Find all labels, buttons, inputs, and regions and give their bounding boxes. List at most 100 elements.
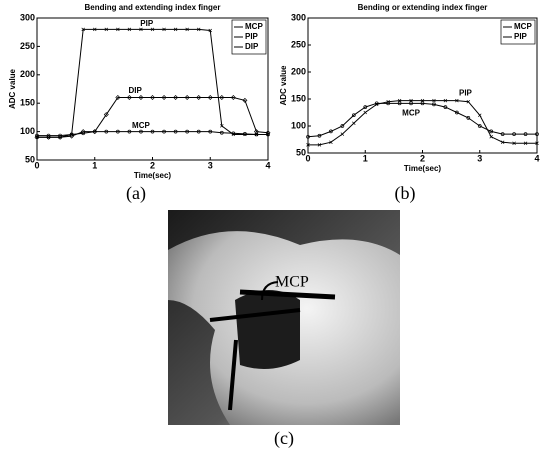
point xyxy=(92,129,98,135)
point xyxy=(196,27,201,32)
x-tick-label: 3 xyxy=(477,153,482,163)
annotation: MCP xyxy=(402,109,420,118)
point xyxy=(242,97,248,103)
sensor xyxy=(209,308,301,322)
y-tick-label: 250 xyxy=(291,39,306,49)
y-tick-label: 200 xyxy=(20,69,35,79)
point xyxy=(116,27,120,32)
y-tick-label: 150 xyxy=(20,98,35,108)
point xyxy=(363,105,368,109)
legend-label: PIP xyxy=(245,32,259,41)
point xyxy=(150,95,155,101)
point xyxy=(173,95,179,101)
x-tick-label: 2 xyxy=(150,160,155,170)
point xyxy=(243,132,247,136)
point xyxy=(409,98,413,103)
point xyxy=(207,95,213,101)
point xyxy=(231,132,236,137)
point xyxy=(34,134,40,140)
series-line xyxy=(307,102,537,138)
point xyxy=(500,140,505,144)
point xyxy=(455,98,459,103)
point xyxy=(420,101,425,106)
point xyxy=(139,27,143,32)
y-tick-label: 200 xyxy=(291,66,306,76)
point xyxy=(138,95,144,101)
point xyxy=(535,132,539,136)
point xyxy=(220,124,224,128)
x-axis-label: Time(sec) xyxy=(134,171,172,180)
point xyxy=(363,110,367,115)
annotation: PIP xyxy=(140,19,154,28)
point xyxy=(93,27,97,32)
x-tick-label: 4 xyxy=(265,160,270,170)
point xyxy=(46,134,52,140)
point xyxy=(523,141,528,146)
legend-label: MCP xyxy=(245,22,263,31)
point xyxy=(455,110,459,115)
y-tick-label: 300 xyxy=(291,12,306,22)
point xyxy=(397,101,402,106)
point xyxy=(185,27,189,32)
point xyxy=(162,27,166,32)
chart-title: Bending and extending index finger xyxy=(84,3,220,12)
y-tick-label: 100 xyxy=(291,120,306,130)
point xyxy=(253,129,259,135)
point xyxy=(329,129,333,134)
point xyxy=(432,98,436,103)
point xyxy=(104,129,109,134)
arrow xyxy=(261,281,279,301)
legend-box xyxy=(500,19,536,45)
legend-label: DIP xyxy=(245,42,259,51)
point xyxy=(340,124,345,128)
point xyxy=(81,27,85,32)
point xyxy=(219,130,224,135)
sensor xyxy=(239,289,336,300)
point xyxy=(432,102,436,107)
point xyxy=(512,141,516,146)
point xyxy=(489,129,494,134)
x-tick-label: 1 xyxy=(363,153,368,163)
photo-annotation: MCP xyxy=(275,274,309,291)
y-tick-label: 250 xyxy=(20,41,35,51)
point xyxy=(420,98,425,103)
series-line xyxy=(37,97,269,138)
point xyxy=(173,27,178,32)
point xyxy=(500,132,505,136)
point xyxy=(139,129,143,134)
point xyxy=(317,143,322,147)
legend-label: MCP xyxy=(514,22,532,31)
point xyxy=(306,143,310,147)
point xyxy=(351,113,356,118)
point xyxy=(352,121,356,126)
point xyxy=(535,141,539,146)
point xyxy=(126,95,132,101)
point xyxy=(150,129,155,134)
point xyxy=(243,132,247,137)
point xyxy=(489,135,493,139)
point xyxy=(196,95,202,101)
point xyxy=(340,132,345,136)
annotation: DIP xyxy=(129,86,143,95)
x-axis-label: Time(sec) xyxy=(404,164,442,173)
chart-title: Bending or extending index finger xyxy=(358,3,488,12)
point xyxy=(443,98,448,103)
point xyxy=(57,134,63,140)
point xyxy=(306,134,310,139)
y-tick-label: 50 xyxy=(25,154,35,164)
sensor xyxy=(228,339,238,411)
point xyxy=(115,129,120,134)
chart: Bending or extending index finger Time(se… xyxy=(279,3,539,173)
point xyxy=(219,95,225,101)
finger-shadow xyxy=(235,290,300,369)
y-tick-label: 150 xyxy=(291,93,306,103)
y-axis-label: ADC value xyxy=(279,65,288,106)
point xyxy=(150,27,155,32)
x-tick-label: 0 xyxy=(305,153,310,163)
y-axis-label: ADC value xyxy=(8,68,17,109)
point xyxy=(443,105,448,109)
point xyxy=(161,95,167,101)
x-tick-label: 4 xyxy=(534,153,539,163)
panel-label: (c) xyxy=(274,428,294,449)
